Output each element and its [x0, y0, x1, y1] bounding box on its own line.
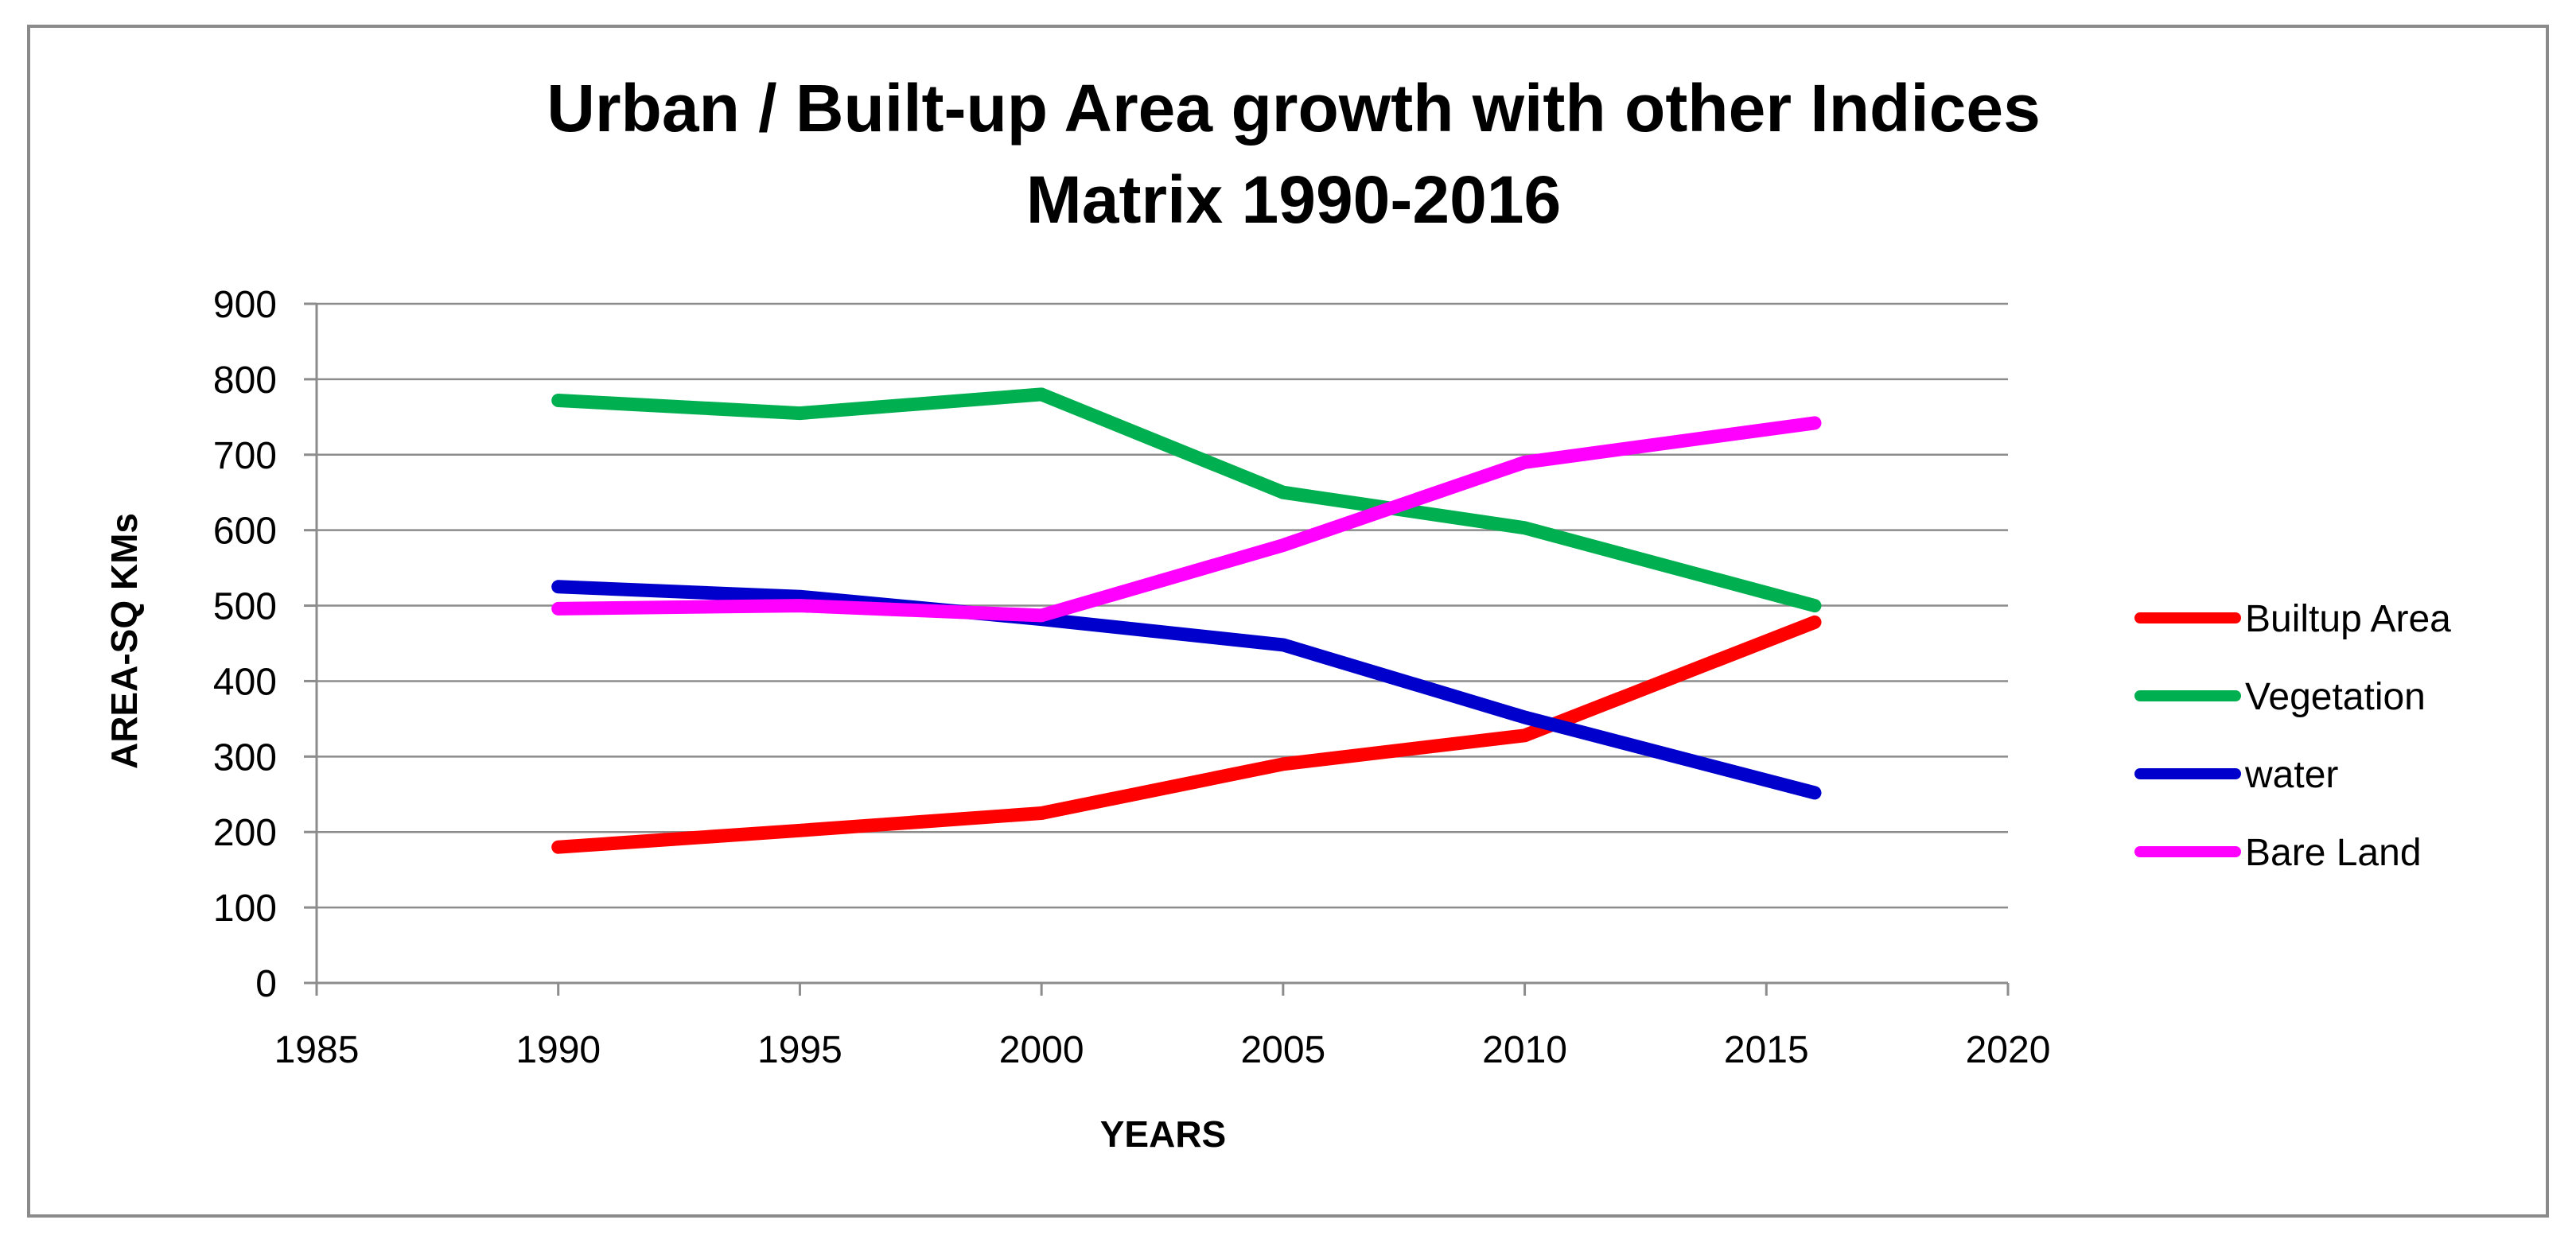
- x-axis-tick-labels: 1985 1990 1995 2000 2005 2010 2015 2020: [274, 1029, 2051, 1071]
- chart-title-line-1: Urban / Built-up Area growth with other …: [547, 71, 2041, 146]
- legend-label-builtup-area: Builtup Area: [2245, 598, 2451, 640]
- x-axis-title: YEARS: [1100, 1113, 1226, 1155]
- y-tick-label: 100: [213, 888, 277, 930]
- y-tick-label: 700: [213, 435, 277, 477]
- y-axis-title: AREA-SQ KMs: [103, 513, 145, 769]
- y-tick-label: 200: [213, 812, 277, 854]
- chart-title-line-2: Matrix 1990-2016: [1026, 162, 1561, 237]
- chart-border: [27, 25, 2549, 1218]
- gridlines: [317, 302, 2008, 909]
- x-tick-label: 2015: [1724, 1029, 1809, 1071]
- x-tick-label: 2005: [1240, 1029, 1325, 1071]
- y-tick-label: 500: [213, 586, 277, 628]
- y-tick-label: 0: [255, 963, 277, 1005]
- axes: [304, 302, 2010, 996]
- x-tick-label: 2020: [1966, 1029, 2051, 1071]
- x-tick-label: 1985: [274, 1029, 360, 1071]
- y-tick-label: 600: [213, 511, 277, 553]
- y-axis-tick-labels: 0 100 200 300 400 500 600 700 800 900: [213, 284, 277, 1005]
- y-tick-label: 300: [213, 736, 277, 779]
- x-tick-label: 2000: [999, 1029, 1084, 1071]
- series-line-vegetation: [551, 387, 1822, 613]
- legend-label-vegetation: Vegetation: [2245, 676, 2426, 718]
- y-tick-label: 400: [213, 661, 277, 703]
- x-tick-label: 1995: [757, 1029, 842, 1071]
- x-tick-label: 1990: [516, 1029, 601, 1071]
- x-tick-label: 2010: [1482, 1029, 1567, 1071]
- legend: Builtup Area Vegetation water Bare Land: [2134, 598, 2451, 874]
- legend-label-bare-land: Bare Land: [2245, 832, 2422, 874]
- series-line-builtup-area: [551, 615, 1822, 854]
- series-line-water: [551, 580, 1822, 800]
- y-tick-label: 900: [213, 284, 277, 326]
- series-line-bare-land: [551, 416, 1822, 623]
- series-lines: [551, 387, 1822, 854]
- y-tick-label: 800: [213, 359, 277, 402]
- legend-label-water: water: [2244, 754, 2338, 796]
